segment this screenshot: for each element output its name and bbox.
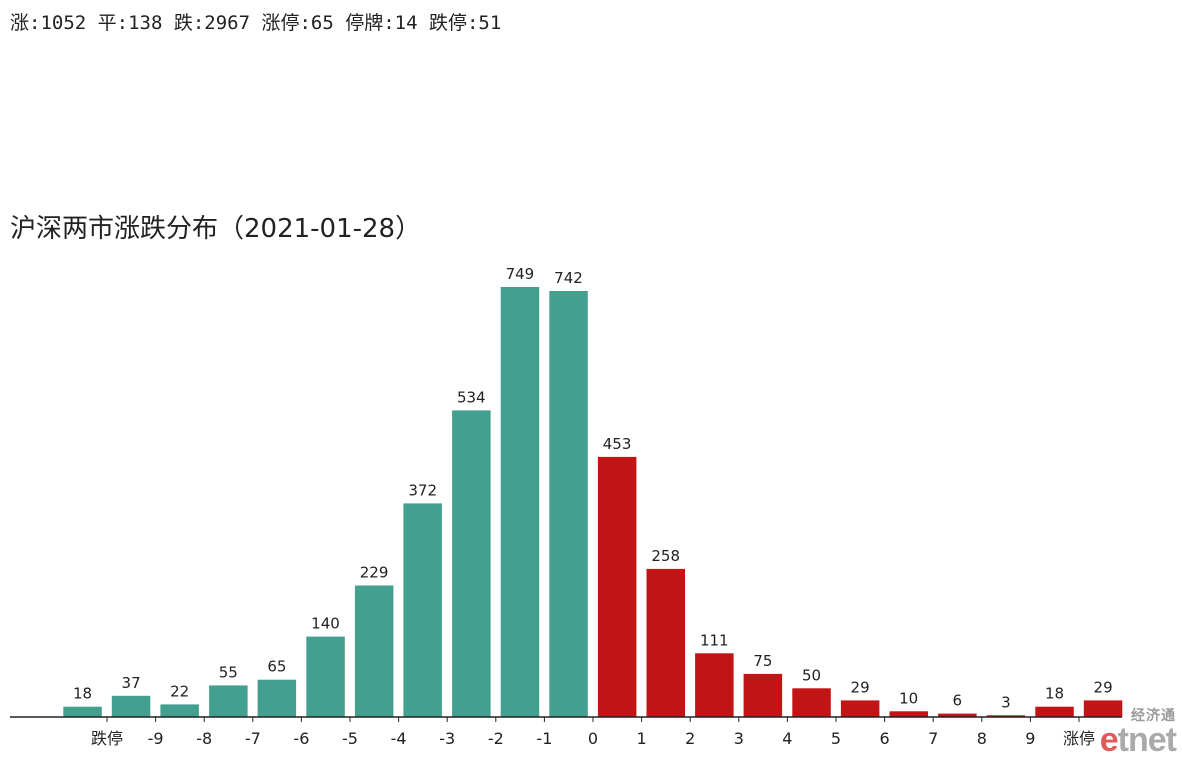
bar bbox=[695, 653, 734, 717]
bar-value-label: 50 bbox=[802, 666, 821, 684]
bar bbox=[986, 715, 1026, 717]
x-tick-label: 涨停 bbox=[1063, 729, 1095, 748]
bar-value-label: 22 bbox=[170, 682, 189, 700]
bar-value-label: 534 bbox=[457, 388, 486, 406]
x-tick-label: -2 bbox=[488, 729, 504, 748]
bar-value-label: 55 bbox=[219, 663, 238, 681]
bar bbox=[840, 700, 880, 717]
bar bbox=[1083, 700, 1123, 717]
logo-cn-text: 经济通 bbox=[1131, 708, 1176, 724]
bar bbox=[792, 688, 831, 717]
bar bbox=[403, 503, 442, 717]
market-stats-line: 涨:1052 平:138 跌:2967 涨停:65 停牌:14 跌停:51 bbox=[10, 12, 502, 34]
bar-value-label: 749 bbox=[506, 265, 535, 283]
bar bbox=[597, 456, 637, 717]
x-tick-label: 3 bbox=[734, 729, 744, 748]
x-tick-label: 5 bbox=[831, 729, 841, 748]
bar bbox=[257, 679, 297, 717]
bar bbox=[306, 636, 345, 717]
chart-title: 沪深两市涨跌分布（2021-01-28） bbox=[10, 214, 422, 244]
bar-value-label: 18 bbox=[73, 685, 92, 703]
bar bbox=[1035, 706, 1074, 717]
x-tick-label: 9 bbox=[1025, 729, 1035, 748]
bar-value-label: 111 bbox=[700, 631, 729, 649]
bar-value-label: 742 bbox=[554, 269, 583, 287]
bar bbox=[500, 287, 540, 717]
bar-value-label: 3 bbox=[1001, 693, 1011, 711]
bar-value-label: 10 bbox=[899, 689, 918, 707]
bar-value-label: 229 bbox=[360, 564, 389, 582]
x-tick-label: 2 bbox=[685, 729, 695, 748]
bar-value-label: 29 bbox=[1094, 678, 1113, 696]
bar bbox=[209, 685, 248, 717]
bar bbox=[889, 711, 928, 717]
x-tick-label: 7 bbox=[928, 729, 938, 748]
bar-value-label: 75 bbox=[753, 652, 772, 670]
bar bbox=[452, 410, 491, 717]
x-tick-label: 0 bbox=[588, 729, 598, 748]
x-tick-label: 跌停 bbox=[91, 729, 123, 748]
bar bbox=[743, 673, 783, 717]
bar-value-label: 18 bbox=[1045, 685, 1064, 703]
x-tick-label: -9 bbox=[148, 729, 164, 748]
logo-e: e bbox=[1099, 721, 1119, 759]
x-tick-label: -7 bbox=[245, 729, 261, 748]
bar-value-label: 6 bbox=[953, 692, 963, 710]
x-tick-label: 6 bbox=[880, 729, 890, 748]
x-tick-label: -3 bbox=[439, 729, 455, 748]
x-tick-label: -1 bbox=[536, 729, 552, 748]
x-tick-label: 1 bbox=[637, 729, 647, 748]
bar bbox=[63, 706, 102, 717]
bar-value-label: 37 bbox=[122, 674, 141, 692]
x-tick-label: 8 bbox=[977, 729, 987, 748]
x-tick-label: -6 bbox=[293, 729, 309, 748]
bar bbox=[549, 291, 588, 717]
bar bbox=[646, 568, 685, 717]
bar bbox=[938, 713, 977, 717]
x-tick-label: -8 bbox=[196, 729, 212, 748]
x-tick-label: 4 bbox=[782, 729, 792, 748]
bar-value-label: 372 bbox=[408, 481, 437, 499]
bar bbox=[354, 585, 394, 717]
bar-value-label: 453 bbox=[603, 435, 632, 453]
logo-en-text: etnet bbox=[1100, 723, 1177, 757]
bar bbox=[111, 695, 151, 717]
bar-value-label: 29 bbox=[851, 678, 870, 696]
bar-value-label: 65 bbox=[267, 658, 286, 676]
bar-value-label: 140 bbox=[311, 615, 340, 633]
logo-rest: tnet bbox=[1117, 721, 1177, 759]
x-tick-label: -4 bbox=[391, 729, 407, 748]
etnet-logo: 经济通 etnet bbox=[1100, 705, 1177, 757]
bar-value-label: 258 bbox=[651, 547, 680, 565]
bar bbox=[160, 704, 199, 717]
x-tick-label: -5 bbox=[342, 729, 358, 748]
